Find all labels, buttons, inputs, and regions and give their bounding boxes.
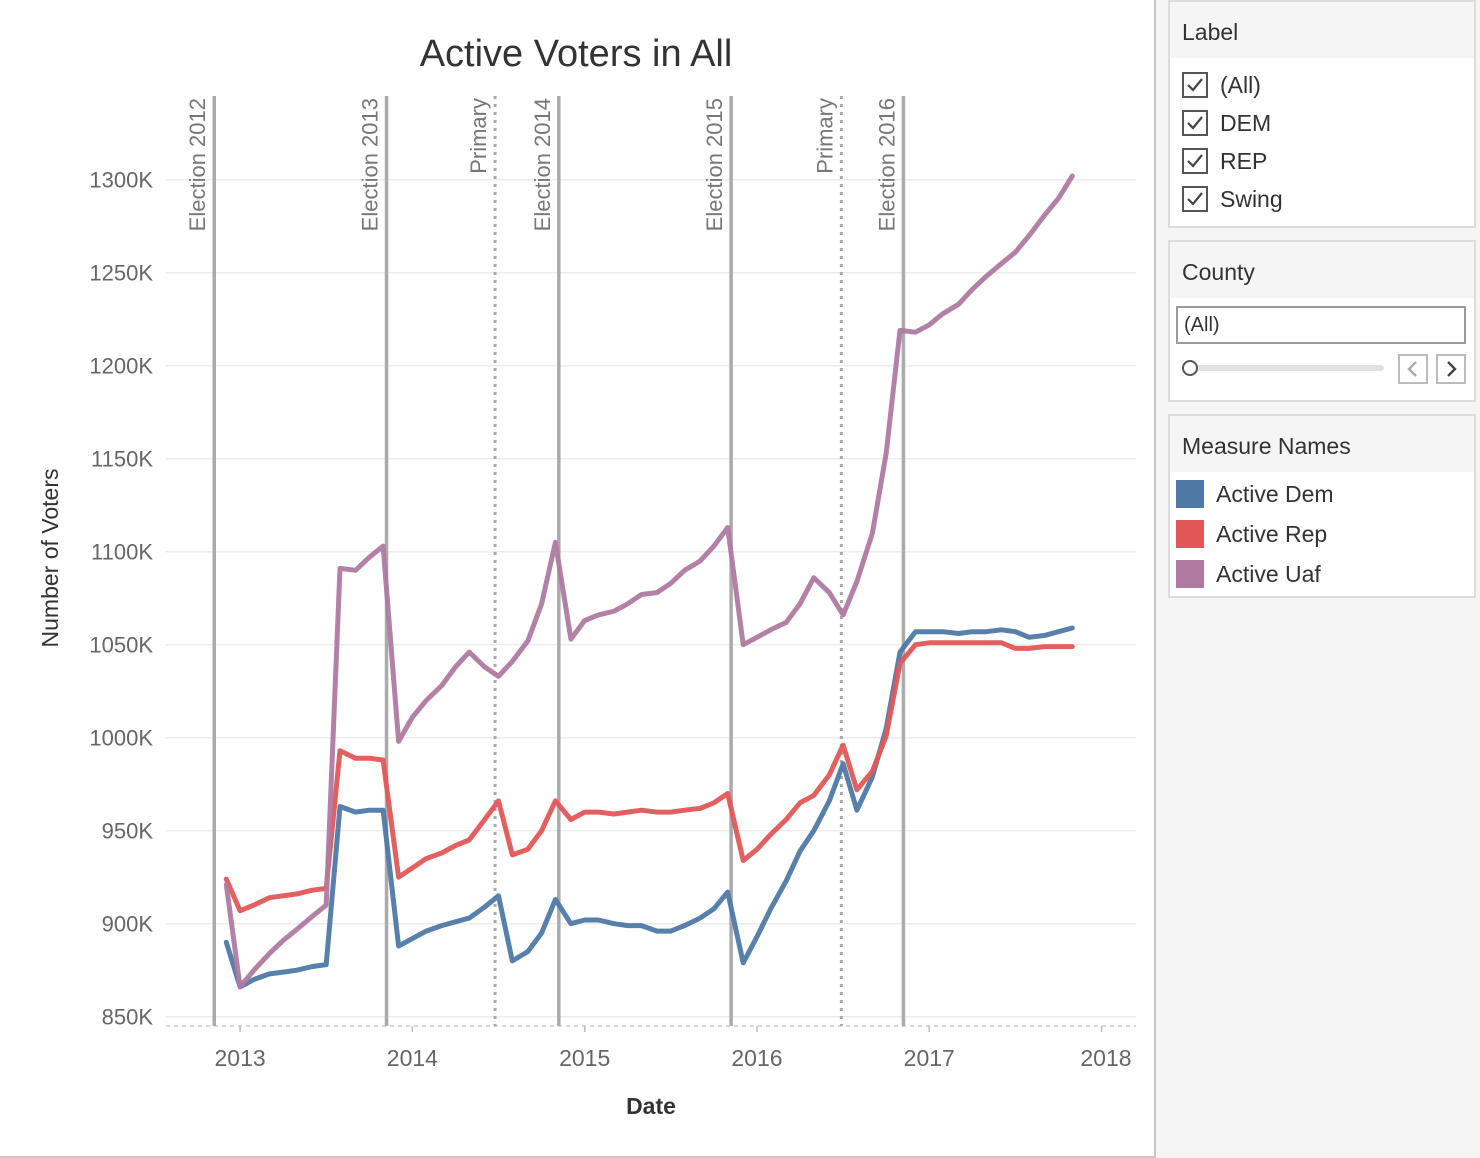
county-slider-knob[interactable] [1182,360,1198,376]
reference-line-label: Election 2012 [185,98,210,231]
checkbox-label: Swing [1220,185,1283,212]
label-filter-option-all[interactable]: (All) [1170,66,1474,104]
y-axis-title: Number of Voters [37,469,63,648]
x-tick-label: 2016 [731,1045,782,1071]
checkbox-rep[interactable] [1182,148,1208,174]
legend-swatch [1176,480,1204,508]
label-filter-option-swing[interactable]: Swing [1170,180,1474,218]
y-tick-label: 950K [102,819,154,844]
x-tick-label: 2015 [559,1045,610,1071]
x-axis-title: Date [626,1093,676,1119]
chevron-left-icon [1407,361,1417,377]
county-filter-title: County [1170,242,1474,298]
series-line [223,640,1075,914]
checkmark-icon [1187,78,1203,92]
legend-label: Active Dem [1216,480,1334,507]
checkbox-swing[interactable] [1182,186,1208,212]
county-slider-track[interactable] [1184,365,1384,371]
x-tick-label: 2014 [387,1045,438,1071]
label-filter-option-dem[interactable]: DEM [1170,104,1474,142]
y-tick-label: 1000K [89,726,153,751]
reference-line-label: Primary [466,98,491,174]
y-tick-label: 1250K [89,261,153,286]
label-filter-card: Label (All) DEM REP Swing [1168,0,1476,228]
previous-button[interactable] [1398,354,1428,384]
legend-label: Active Rep [1216,520,1328,547]
y-tick-label: 1100K [91,540,153,565]
reference-line-label: Election 2015 [702,98,727,231]
legend-swatch [1176,560,1204,588]
checkbox-label: DEM [1220,109,1272,136]
legend-label: Active Uaf [1216,560,1321,587]
x-tick-label: 2017 [904,1045,955,1071]
checkmark-icon [1187,192,1203,206]
series-line [223,173,1075,990]
reference-line-label: Election 2016 [874,98,899,231]
legend-swatch [1176,520,1204,548]
x-tick-label: 2018 [1080,1045,1131,1071]
chevron-right-icon [1447,361,1457,377]
legend-item-active-rep[interactable]: Active Rep [1170,514,1474,554]
y-tick-label: 1150K [91,447,153,472]
reference-line-label: Primary [812,98,837,174]
label-filter-title: Label [1170,2,1474,58]
reference-line-label: Election 2014 [530,98,555,231]
checkmark-icon [1187,116,1203,130]
chart-title: Active Voters in All [420,33,733,75]
checkbox-label: (All) [1220,71,1261,98]
county-filter-card: County (All) [1168,240,1476,402]
checkbox-label: REP [1220,147,1268,174]
series-line [223,625,1075,990]
line-chart: 850K 900K 950K 1000K 1050K 1100K 1150K 1200K 125… [37,33,1136,1119]
y-tick-label: 1300K [89,168,153,193]
y-tick-label: 1050K [89,633,153,658]
checkbox-all[interactable] [1182,72,1208,98]
checkbox-dem[interactable] [1182,110,1208,136]
y-tick-label: 1200K [89,354,153,379]
legend-item-active-dem[interactable]: Active Dem [1170,474,1474,514]
checkmark-icon [1187,154,1203,168]
legend-item-active-uaf[interactable]: Active Uaf [1170,554,1474,594]
y-tick-label: 850K [102,1005,154,1030]
reference-line-label: Election 2013 [358,98,383,231]
chart-pane: 850K 900K 950K 1000K 1050K 1100K 1150K 1200K 125… [0,0,1156,1158]
x-tick-label: 2013 [214,1045,265,1071]
next-button[interactable] [1436,354,1466,384]
legend-title: Measure Names [1170,416,1474,472]
y-tick-label: 900K [102,912,154,937]
legend-card: Measure Names Active Dem Active Rep Acti… [1168,414,1476,598]
county-input[interactable]: (All) [1176,306,1466,344]
label-filter-option-rep[interactable]: REP [1170,142,1474,180]
